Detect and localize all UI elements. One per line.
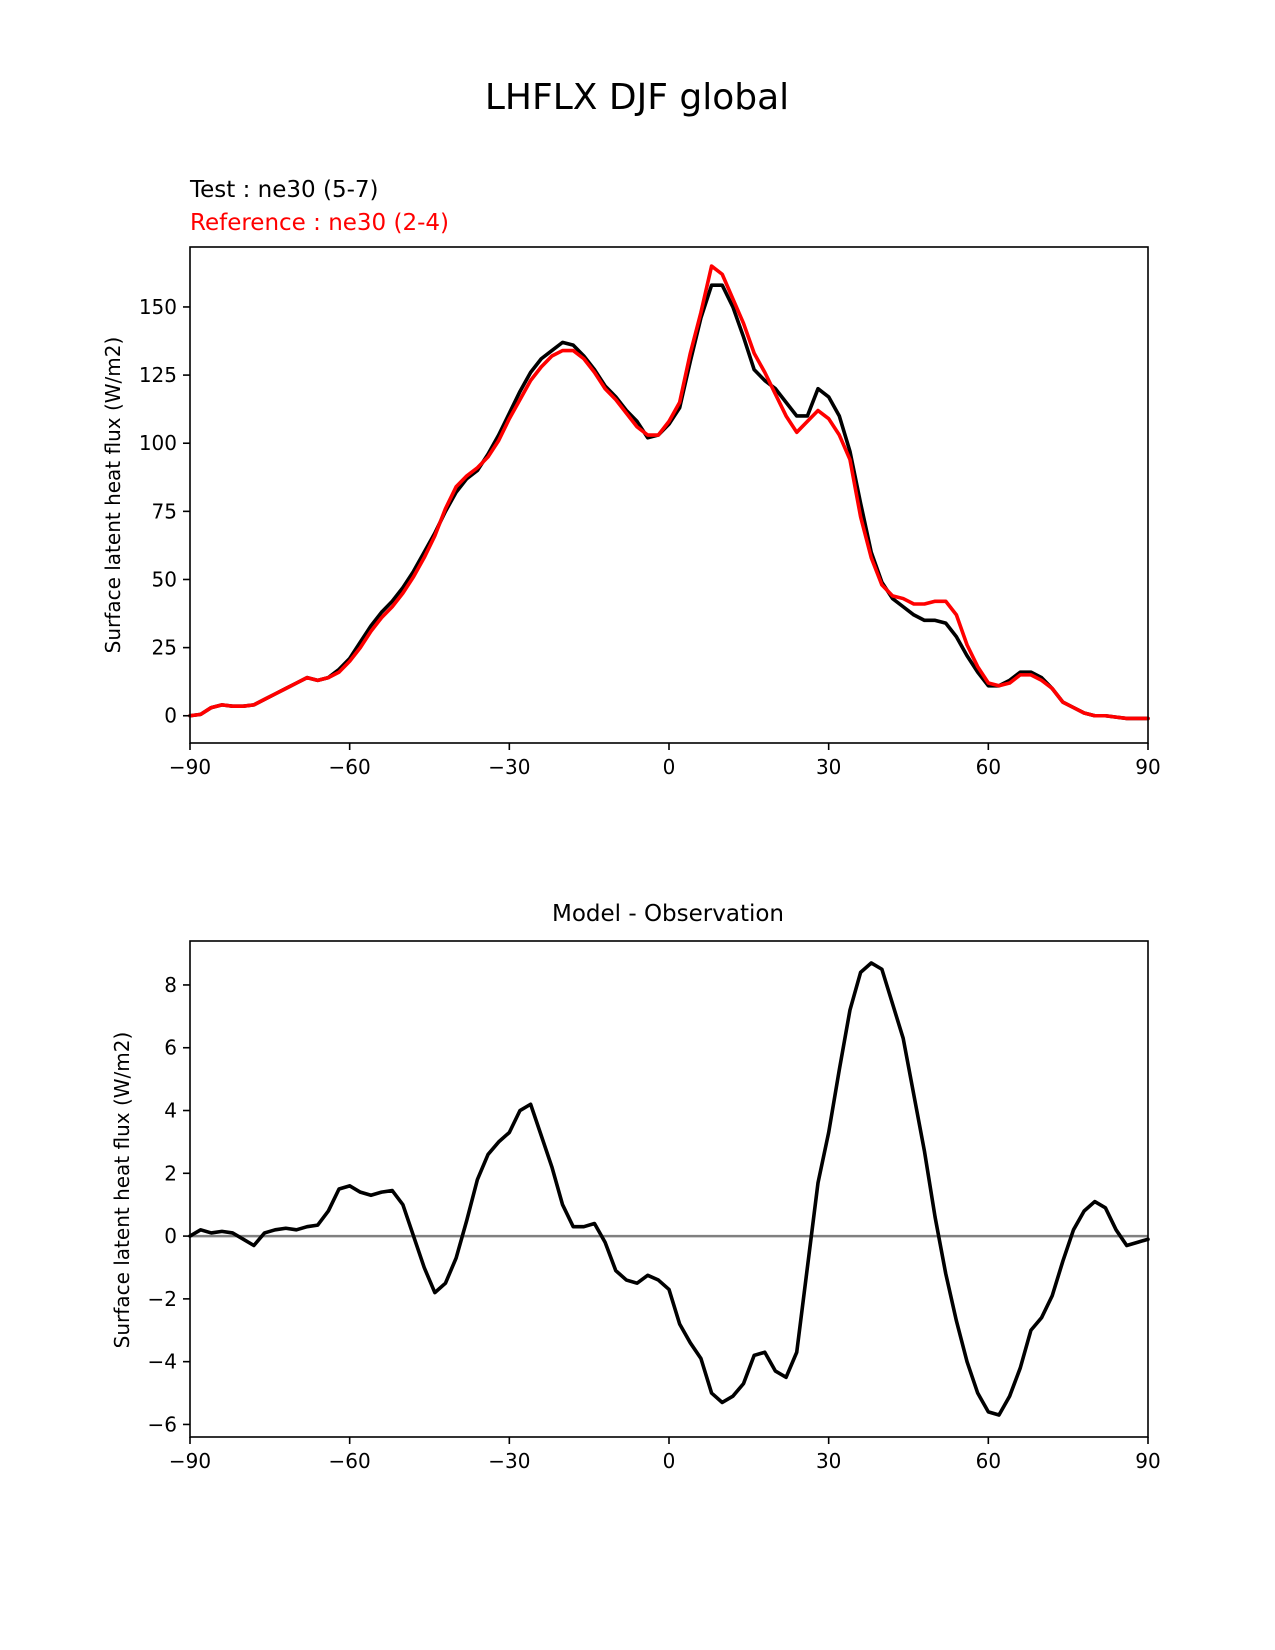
- y-tick-label: 0: [164, 1224, 177, 1248]
- bottom-plot: −90 −60 −30 0 30 60 90 −6 −4 −2 0 2 4 6 8: [148, 940, 1161, 1473]
- y-tick-label: 25: [152, 636, 177, 660]
- y-tick-label: 100: [139, 431, 177, 455]
- y-tick-label: 50: [152, 567, 177, 591]
- series-line-model-observation: [188, 961, 1150, 1417]
- y-tick-label: −4: [148, 1350, 177, 1374]
- figure-suptitle: LHFLX DJF global: [485, 77, 789, 118]
- y-tick-label: −6: [148, 1412, 177, 1436]
- x-tick-label: −90: [169, 1449, 211, 1473]
- x-tick-label: 90: [1135, 755, 1160, 779]
- x-tick-label: 30: [816, 1449, 841, 1473]
- y-tick-label: 2: [164, 1161, 177, 1185]
- y-tick-label: 0: [164, 704, 177, 728]
- y-tick-label: 150: [139, 295, 177, 319]
- x-tick-label: 0: [663, 1449, 676, 1473]
- x-tick-label: 60: [976, 1449, 1001, 1473]
- bottom-chart-title: Model - Observation: [552, 901, 784, 927]
- legend-reference-text: Reference : ne30 (2-4): [190, 210, 449, 236]
- x-tick-label: −30: [488, 1449, 530, 1473]
- y-tick-label: 4: [164, 1099, 177, 1123]
- x-tick-label: −60: [329, 755, 371, 779]
- top-y-axis-label: Surface latent heat flux (W/m2): [101, 337, 125, 654]
- y-tick-label: 8: [164, 973, 177, 997]
- y-tick-label: −2: [148, 1287, 177, 1311]
- top-plot: −90 −60 −30 0 30 60 90 0 25 50 75 100 125 150: [139, 246, 1161, 779]
- x-tick-label: 90: [1135, 1449, 1160, 1473]
- y-tick-label: 125: [139, 363, 177, 387]
- x-tick-label: 60: [976, 755, 1001, 779]
- legend-test-text: Test : ne30 (5-7): [189, 177, 378, 203]
- x-tick-label: −60: [329, 1449, 371, 1473]
- y-tick-label: 75: [152, 499, 177, 523]
- x-tick-label: −30: [488, 755, 530, 779]
- x-tick-label: 0: [663, 755, 676, 779]
- y-tick-label: 6: [164, 1036, 177, 1060]
- bottom-y-axis-label: Surface latent heat flux (W/m2): [110, 1032, 134, 1349]
- x-tick-label: −90: [169, 755, 211, 779]
- x-tick-label: 30: [816, 755, 841, 779]
- series-line-reference-ne30-2-4: [188, 264, 1150, 721]
